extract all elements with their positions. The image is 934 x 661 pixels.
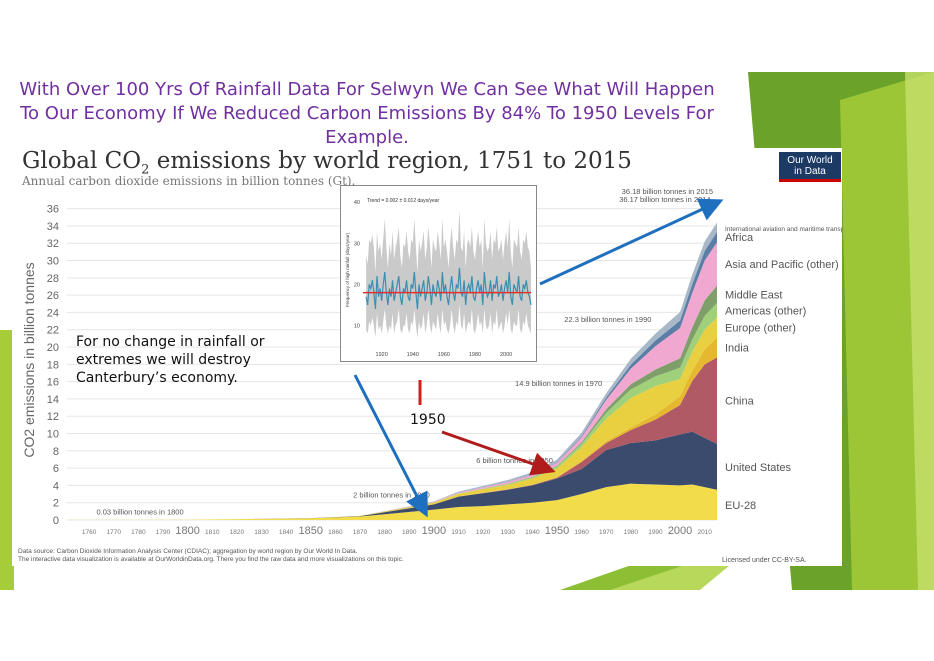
y-tick-label: 6 bbox=[53, 463, 59, 475]
x-tick-label: 1870 bbox=[353, 529, 368, 536]
inset-x-tick: 2000 bbox=[500, 352, 512, 358]
inset-x-tick: 1980 bbox=[469, 352, 481, 358]
x-tick-label: 1780 bbox=[131, 529, 146, 536]
y-tick-label: 0 bbox=[53, 515, 59, 527]
rainfall-band bbox=[366, 210, 531, 338]
x-tick-label: 2000 bbox=[668, 525, 692, 537]
x-tick-label: 1960 bbox=[574, 529, 589, 536]
legend-label: Middle East bbox=[725, 289, 782, 301]
y-axis-label: CO2 emissions in billion tonnes bbox=[21, 262, 37, 457]
x-tick-label: 1820 bbox=[230, 529, 245, 536]
chart-annotation: 36.17 billion tonnes in 2014 bbox=[619, 195, 710, 204]
red-arrow-to-1950 bbox=[441, 430, 556, 476]
x-tick-label: 1980 bbox=[624, 529, 639, 536]
legend-label: China bbox=[725, 396, 755, 408]
chart-source: Data source: Carbon Dioxide Information … bbox=[18, 548, 404, 563]
legend-label: United States bbox=[725, 462, 792, 474]
y-tick-label: 16 bbox=[47, 377, 59, 389]
y-tick-label: 14 bbox=[47, 394, 59, 406]
chart-annotation: 2 billion tonnes in 1900 bbox=[353, 491, 430, 500]
x-tick-label: 1800 bbox=[175, 525, 199, 537]
inset-y-tick: 10 bbox=[354, 323, 360, 329]
x-tick-label: 1810 bbox=[205, 529, 220, 536]
y-tick-label: 8 bbox=[53, 446, 59, 458]
x-tick-label: 1760 bbox=[82, 529, 97, 536]
y-tick-label: 12 bbox=[47, 411, 59, 423]
area-series bbox=[67, 431, 717, 520]
trend-label: Trend = 0.002 ± 0.012 days/year bbox=[367, 198, 440, 204]
rainfall-inset-chart: Trend = 0.002 ± 0.012 days/year 1920 1940 1… bbox=[340, 185, 537, 362]
x-tick-label: 1910 bbox=[451, 529, 466, 536]
y-tick-label: 26 bbox=[47, 290, 59, 302]
chart-annotation: 36.18 billion tonnes in 2015 bbox=[622, 187, 713, 196]
y-tick-label: 4 bbox=[53, 480, 59, 492]
x-tick-label: 1970 bbox=[599, 529, 614, 536]
y-tick-label: 36 bbox=[47, 204, 59, 216]
blue-arrow-to-1900 bbox=[353, 374, 428, 518]
legend-label: Americas (other) bbox=[725, 305, 806, 317]
legend-label: International aviation and maritime tran… bbox=[725, 226, 842, 233]
blue-arrow-to-2015 bbox=[539, 198, 724, 286]
inset-x-tick: 1940 bbox=[407, 352, 419, 358]
x-tick-label: 1930 bbox=[500, 529, 515, 536]
chart-annotation: 6 billion tonnes in 1950 bbox=[476, 456, 553, 465]
chart-annotation: 0.03 billion tonnes in 1800 bbox=[96, 508, 183, 517]
inset-y-tick: 20 bbox=[354, 282, 360, 288]
chart-subtitle: Annual carbon dioxide emissions in billi… bbox=[22, 174, 356, 188]
y-tick-label: 20 bbox=[47, 342, 59, 354]
y-tick-label: 2 bbox=[53, 498, 59, 510]
y-tick-label: 18 bbox=[47, 359, 59, 371]
x-tick-label: 1950 bbox=[545, 525, 569, 537]
green-triangle-left bbox=[0, 330, 14, 590]
legend-label: Asia and Pacific (other) bbox=[725, 259, 839, 271]
legend-label: EU-28 bbox=[725, 500, 756, 512]
legend-label: Africa bbox=[725, 232, 754, 244]
x-tick-label: 1990 bbox=[648, 529, 663, 536]
x-tick-label: 1920 bbox=[476, 529, 491, 536]
legend-label: India bbox=[725, 342, 750, 354]
inset-x-tick: 1960 bbox=[438, 352, 450, 358]
x-tick-label: 1840 bbox=[279, 529, 294, 536]
legend-label: Europe (other) bbox=[725, 323, 796, 335]
y-tick-label: 24 bbox=[47, 307, 59, 319]
rainfall-line bbox=[365, 267, 532, 310]
x-tick-label: 2010 bbox=[697, 529, 712, 536]
y-tick-label: 22 bbox=[47, 325, 59, 337]
y-tick-label: 28 bbox=[47, 273, 59, 285]
rainfall-plot: Trend = 0.002 ± 0.012 days/year 1920 1940 1… bbox=[345, 198, 532, 358]
x-tick-label: 1890 bbox=[402, 529, 417, 536]
area-series bbox=[67, 483, 717, 520]
y-tick-label: 34 bbox=[47, 221, 59, 233]
chart-annotation: 22.3 billion tonnes in 1990 bbox=[564, 315, 651, 324]
y-tick-label: 30 bbox=[47, 256, 59, 268]
slide-title: With Over 100 Yrs Of Rainfall Data For S… bbox=[19, 79, 715, 148]
owid-logo: Our World in Data bbox=[779, 152, 841, 182]
inset-x-tick: 1920 bbox=[376, 352, 388, 358]
inset-y-label: Frequency of high rainfall (days/year) bbox=[345, 232, 350, 307]
inset-y-tick: 40 bbox=[354, 200, 360, 206]
x-tick-label: 1880 bbox=[377, 529, 392, 536]
x-tick-label: 1940 bbox=[525, 529, 540, 536]
chart-title: Global CO2 emissions by world region, 17… bbox=[22, 148, 632, 178]
x-tick-label: 1770 bbox=[107, 529, 122, 536]
x-tick-label: 1900 bbox=[422, 525, 446, 537]
marker-1950-label: 1950 bbox=[410, 412, 446, 428]
x-tick-label: 1860 bbox=[328, 529, 343, 536]
inset-y-tick: 30 bbox=[354, 241, 360, 247]
green-band-right bbox=[905, 72, 934, 590]
annotation-text: For no change in rainfall or extremes we… bbox=[76, 334, 265, 386]
y-tick-label: 32 bbox=[47, 238, 59, 250]
x-tick-label: 1790 bbox=[156, 529, 171, 536]
chart-license: Licensed under CC-BY-SA. bbox=[722, 557, 807, 564]
x-tick-label: 1830 bbox=[254, 529, 269, 536]
x-tick-label: 1850 bbox=[299, 525, 323, 537]
y-tick-label: 10 bbox=[47, 429, 59, 441]
chart-annotation: 14.9 billion tonnes in 1970 bbox=[515, 379, 602, 388]
